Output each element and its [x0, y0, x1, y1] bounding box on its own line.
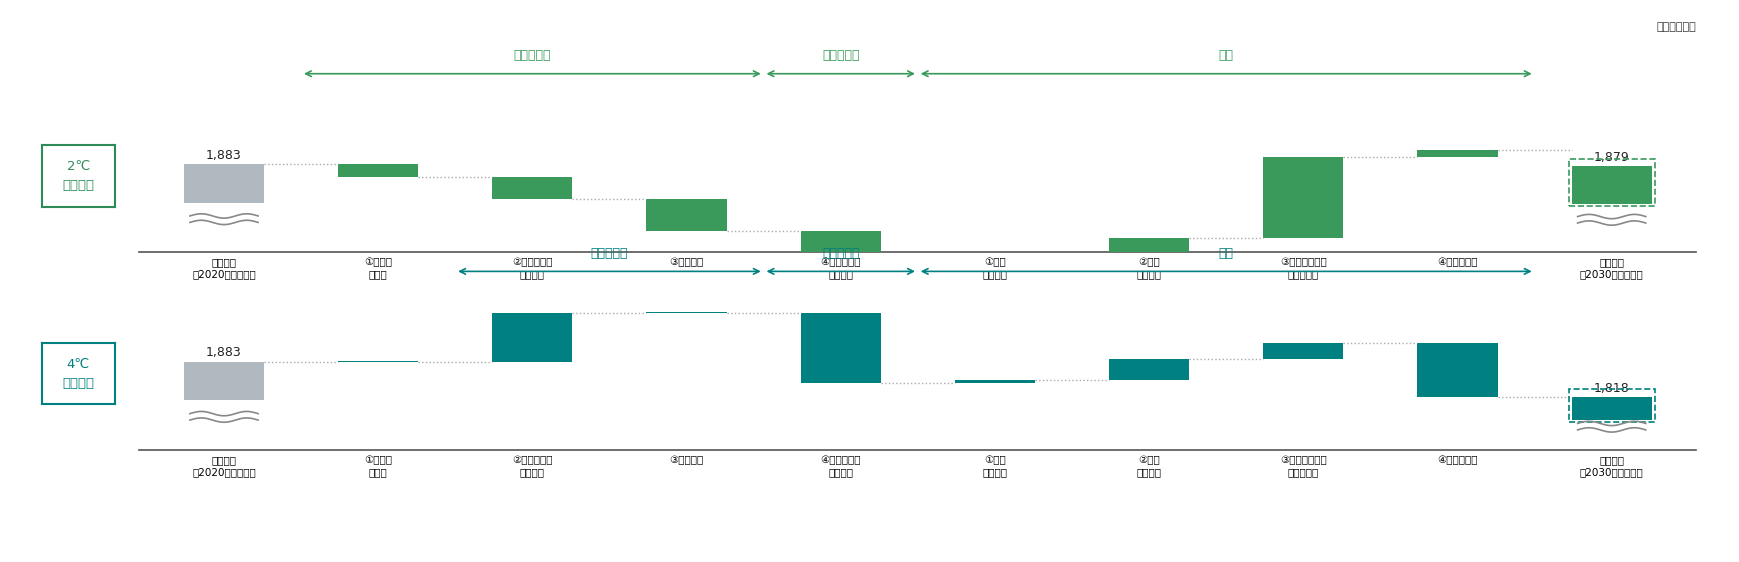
Bar — [1570, 397, 1650, 420]
Text: ▼: ▼ — [1603, 399, 1619, 418]
Bar — [492, 313, 572, 361]
Text: 4℃
シナリオ: 4℃ シナリオ — [63, 357, 94, 389]
Text: ▼: ▼ — [1603, 175, 1619, 194]
Bar — [1263, 343, 1343, 359]
Bar — [1570, 166, 1650, 204]
Bar — [1417, 343, 1497, 397]
Text: 1,883: 1,883 — [205, 346, 242, 360]
Bar — [647, 199, 727, 232]
Bar — [492, 178, 572, 199]
Text: 単位：百万円: 単位：百万円 — [1656, 22, 1696, 33]
Bar — [1108, 359, 1188, 380]
Bar — [800, 232, 880, 275]
Bar — [1263, 157, 1343, 238]
Text: 物理リスク: 物理リスク — [821, 247, 859, 260]
Bar — [1108, 238, 1188, 270]
Text: 1,883: 1,883 — [205, 149, 242, 162]
Text: 機会: 機会 — [1217, 247, 1233, 260]
Text: 移行リスク: 移行リスク — [590, 247, 628, 260]
Bar — [184, 361, 264, 400]
Text: 機会: 機会 — [1217, 49, 1233, 62]
Text: 2℃
シナリオ: 2℃ シナリオ — [63, 160, 94, 192]
Bar — [955, 270, 1035, 275]
Bar — [337, 164, 417, 178]
Bar — [184, 164, 264, 203]
Bar — [1417, 150, 1497, 157]
Bar — [955, 380, 1035, 383]
Text: 1,818: 1,818 — [1593, 382, 1629, 395]
Text: 1,879: 1,879 — [1593, 151, 1629, 164]
Text: 移行リスク: 移行リスク — [513, 49, 551, 62]
Bar — [800, 313, 880, 383]
Text: 物理リスク: 物理リスク — [821, 49, 859, 62]
